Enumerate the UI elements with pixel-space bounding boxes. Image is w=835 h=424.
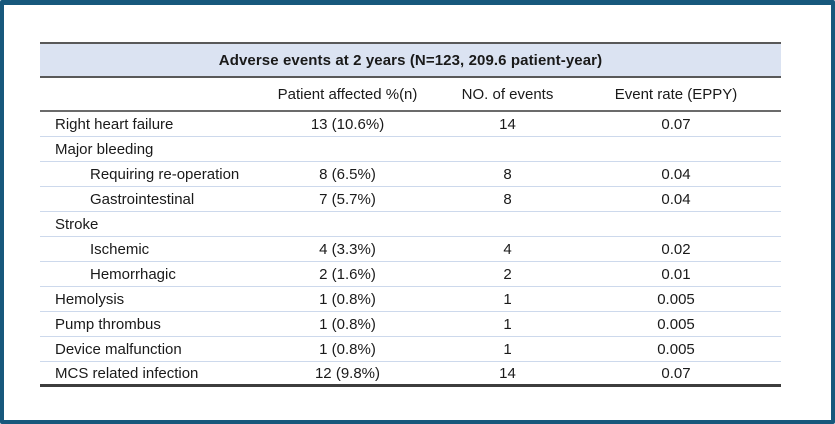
adverse-events-table: Adverse events at 2 years (N=123, 209.6 … — [40, 42, 781, 387]
row-event-rate: 0.005 — [657, 290, 695, 308]
column-header-event-rate: Event rate (EPPY) — [614, 85, 738, 103]
row-patient-affected: 4 (3.3%) — [319, 240, 376, 258]
row-event-rate: 0.04 — [661, 190, 691, 208]
table-row: Requiring re-operation 8 (6.5%) 8 0.04 — [40, 162, 781, 187]
table-row: Ischemic 4 (3.3%) 4 0.02 — [40, 237, 781, 262]
row-patient-affected: 7 (5.7%) — [319, 190, 376, 208]
column-header-row: Patient affected %(n) NO. of events Even… — [40, 78, 781, 112]
row-label: Ischemic — [90, 240, 150, 258]
column-header-no-of-events: NO. of events — [461, 85, 554, 103]
table-row: MCS related infection 12 (9.8%) 14 0.07 — [40, 362, 781, 387]
row-label: Major bleeding — [55, 140, 154, 158]
row-label: Hemorrhagic — [90, 265, 176, 283]
row-no-of-events: 4 — [503, 240, 512, 258]
row-no-of-events: 14 — [499, 115, 516, 133]
row-label: Right heart failure — [55, 115, 174, 133]
table-row: Major bleeding — [40, 137, 781, 162]
table-title: Adverse events at 2 years (N=123, 209.6 … — [218, 51, 603, 69]
table-row: Hemorrhagic 2 (1.6%) 2 0.01 — [40, 262, 781, 287]
row-patient-affected: 8 (6.5%) — [319, 165, 376, 183]
row-patient-affected: 2 (1.6%) — [319, 265, 376, 283]
row-label: Pump thrombus — [55, 315, 161, 333]
table-row: Right heart failure 13 (10.6%) 14 0.07 — [40, 112, 781, 137]
row-event-rate: 0.04 — [661, 165, 691, 183]
row-label: Stroke — [55, 215, 99, 233]
row-event-rate: 0.02 — [661, 240, 691, 258]
row-no-of-events: 8 — [503, 190, 512, 208]
row-no-of-events: 1 — [503, 340, 512, 358]
table-row: Device malfunction 1 (0.8%) 1 0.005 — [40, 337, 781, 362]
row-no-of-events: 8 — [503, 165, 512, 183]
row-no-of-events: 2 — [503, 265, 512, 283]
row-no-of-events: 1 — [503, 290, 512, 308]
table-title-band: Adverse events at 2 years (N=123, 209.6 … — [40, 42, 781, 78]
row-label: Gastrointestinal — [90, 190, 195, 208]
row-patient-affected: 13 (10.6%) — [310, 115, 385, 133]
row-event-rate: 0.01 — [661, 265, 691, 283]
row-label: MCS related infection — [55, 364, 199, 382]
row-event-rate: 0.07 — [661, 364, 691, 382]
column-header-patient-affected: Patient affected %(n) — [277, 85, 418, 103]
row-event-rate: 0.07 — [661, 115, 691, 133]
row-patient-affected: 1 (0.8%) — [319, 315, 376, 333]
row-no-of-events: 14 — [499, 364, 516, 382]
row-event-rate: 0.005 — [657, 315, 695, 333]
row-patient-affected: 1 (0.8%) — [319, 290, 376, 308]
row-label: Requiring re-operation — [90, 165, 240, 183]
row-patient-affected: 1 (0.8%) — [319, 340, 376, 358]
row-label: Device malfunction — [55, 340, 182, 358]
row-label: Hemolysis — [55, 290, 125, 308]
table-row: Stroke — [40, 212, 781, 237]
table-row: Gastrointestinal 7 (5.7%) 8 0.04 — [40, 187, 781, 212]
table-row: Pump thrombus 1 (0.8%) 1 0.005 — [40, 312, 781, 337]
row-patient-affected: 12 (9.8%) — [314, 364, 381, 382]
row-no-of-events: 1 — [503, 315, 512, 333]
table-row: Hemolysis 1 (0.8%) 1 0.005 — [40, 287, 781, 312]
row-event-rate: 0.005 — [657, 340, 695, 358]
